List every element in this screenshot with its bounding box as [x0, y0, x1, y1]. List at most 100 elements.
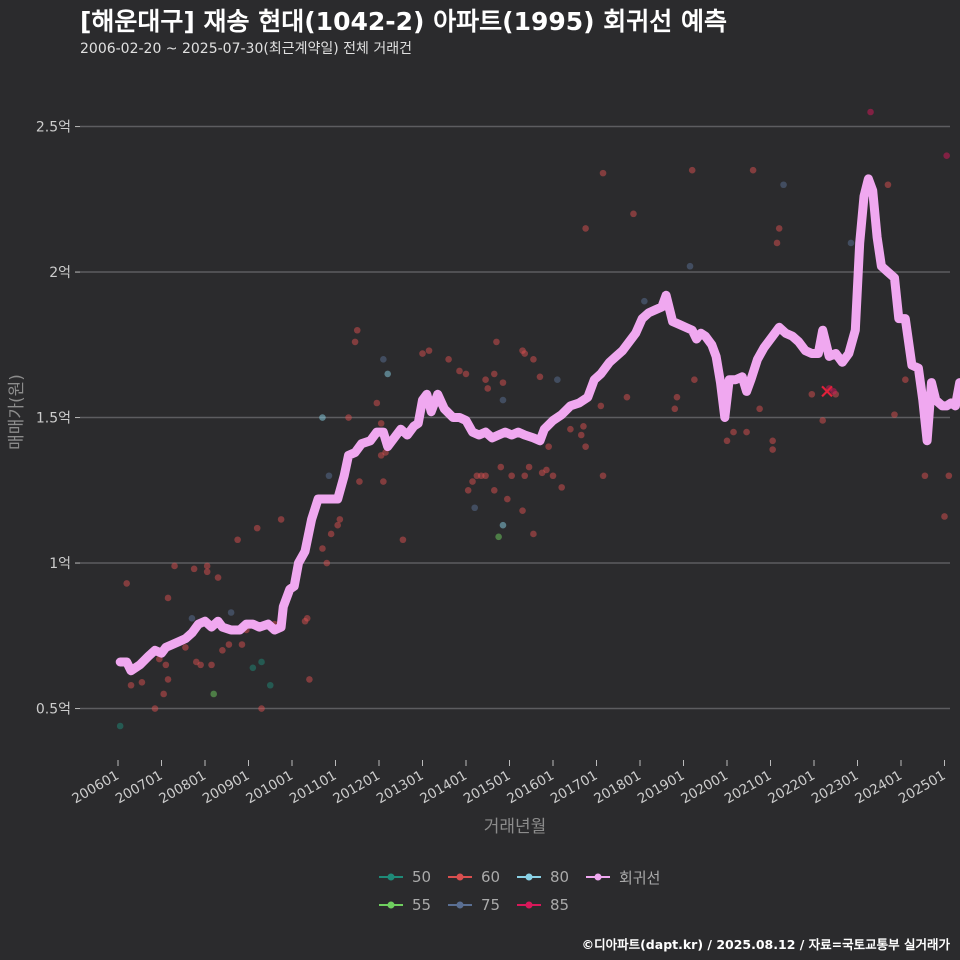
data-point-60 — [445, 356, 452, 363]
data-point-60 — [671, 405, 679, 413]
data-point-60 — [902, 376, 909, 384]
data-point-60 — [258, 705, 265, 712]
data-point-60 — [327, 530, 335, 538]
data-point-60 — [597, 402, 605, 410]
data-point-80 — [499, 521, 507, 529]
data-point-60 — [884, 181, 892, 189]
data-point-60 — [630, 210, 637, 218]
legend-swatch-icon — [379, 873, 403, 881]
data-point-75 — [188, 615, 196, 622]
x-tick-label: 201001 — [243, 768, 296, 808]
data-point-60 — [171, 562, 178, 570]
data-point-60 — [730, 428, 737, 436]
data-point-60 — [769, 437, 776, 445]
data-point-80 — [319, 414, 326, 421]
data-point-50 — [266, 681, 274, 689]
data-point-60 — [691, 376, 698, 384]
source-caption: ©디아파트(dapt.kr) / 2025.08.12 / 자료=국토교통부 실… — [581, 937, 950, 952]
data-point-50 — [116, 722, 124, 730]
legend-label: 회귀선 — [619, 868, 661, 887]
data-point-60 — [558, 484, 565, 491]
x-tick-label: 201701 — [548, 768, 601, 808]
scatter-points — [116, 108, 953, 730]
highlight-x-stroke — [821, 385, 833, 398]
data-point-75 — [847, 239, 855, 247]
data-point-60 — [567, 425, 574, 433]
y-axis: 0.5억 1억 1.5억 2억 2.5억 — [36, 120, 80, 718]
data-point-60 — [151, 705, 159, 712]
data-point-50 — [249, 664, 257, 672]
x-tick-label: 201901 — [635, 768, 688, 808]
data-point-60 — [219, 647, 226, 654]
legend-label: 55 — [412, 896, 432, 914]
data-point-85 — [867, 108, 874, 116]
data-point-60 — [380, 478, 387, 485]
data-point-60 — [580, 422, 587, 430]
data-point-60 — [123, 580, 130, 587]
data-point-60 — [334, 521, 341, 529]
data-point-75 — [499, 396, 507, 404]
data-point-60 — [582, 225, 589, 232]
y-tick-label: 1.5억 — [36, 411, 71, 427]
data-point-80 — [384, 370, 392, 378]
data-point-60 — [190, 565, 198, 573]
data-point-60 — [769, 446, 776, 453]
data-point-60 — [530, 356, 537, 363]
x-tick-label: 201601 — [504, 768, 557, 808]
legend-item-80: 80 — [516, 866, 569, 888]
legend-swatch-icon — [379, 901, 403, 909]
data-point-50 — [258, 658, 265, 666]
data-point-60 — [162, 661, 170, 669]
data-point-60 — [482, 376, 489, 384]
data-point-60 — [525, 463, 533, 471]
data-point-60 — [425, 347, 433, 354]
data-point-60 — [482, 472, 489, 480]
data-point-60 — [577, 431, 585, 439]
data-point-60 — [323, 559, 331, 567]
data-point-60 — [353, 326, 361, 334]
legend: 50 55 60 75 80 85 회귀선 — [378, 866, 698, 918]
data-point-75 — [325, 472, 333, 480]
data-point-60 — [182, 644, 189, 651]
data-point-60 — [941, 513, 948, 520]
data-point-60 — [743, 428, 750, 436]
chart-title: [해운대구] 재송 현대(1042-2) 아파트(1995) 회귀선 예측 — [80, 7, 728, 36]
data-point-75 — [227, 609, 235, 616]
x-axis: 2006012007012008012009012010012011012012… — [69, 760, 949, 808]
data-point-60 — [345, 414, 352, 421]
legend-item-85: 85 — [516, 894, 569, 916]
data-point-60 — [225, 641, 233, 648]
legend-item-55: 55 — [378, 894, 431, 916]
x-tick-label: 201301 — [374, 768, 427, 808]
data-point-60 — [921, 472, 929, 480]
legend-label: 80 — [550, 868, 570, 886]
data-point-60 — [599, 169, 607, 177]
x-tick-label: 200801 — [156, 768, 209, 808]
data-point-60 — [808, 390, 816, 398]
data-point-60 — [469, 478, 476, 485]
data-point-60 — [419, 350, 426, 357]
data-point-60 — [521, 350, 529, 357]
legend-item-60: 60 — [447, 866, 500, 888]
data-point-60 — [277, 516, 285, 523]
data-point-60 — [499, 379, 507, 386]
data-point-60 — [773, 239, 781, 247]
data-point-60 — [356, 478, 363, 485]
data-point-75 — [780, 181, 787, 189]
data-point-75 — [641, 297, 648, 305]
y-tick-label: 1억 — [49, 556, 71, 572]
x-tick-label: 201201 — [330, 768, 383, 808]
legend-item-regression: 회귀선 — [585, 866, 660, 888]
data-point-60 — [599, 472, 607, 480]
x-tick-label: 202401 — [852, 768, 905, 808]
data-point-60 — [197, 661, 204, 669]
data-point-60 — [749, 166, 757, 174]
data-point-60 — [164, 594, 172, 602]
y-tick-label: 0.5억 — [36, 702, 71, 718]
data-point-60 — [497, 463, 505, 471]
data-point-75 — [471, 504, 479, 512]
legend-swatch-icon — [517, 901, 541, 909]
x-tick-label: 200701 — [113, 768, 166, 808]
data-point-60 — [127, 681, 135, 689]
